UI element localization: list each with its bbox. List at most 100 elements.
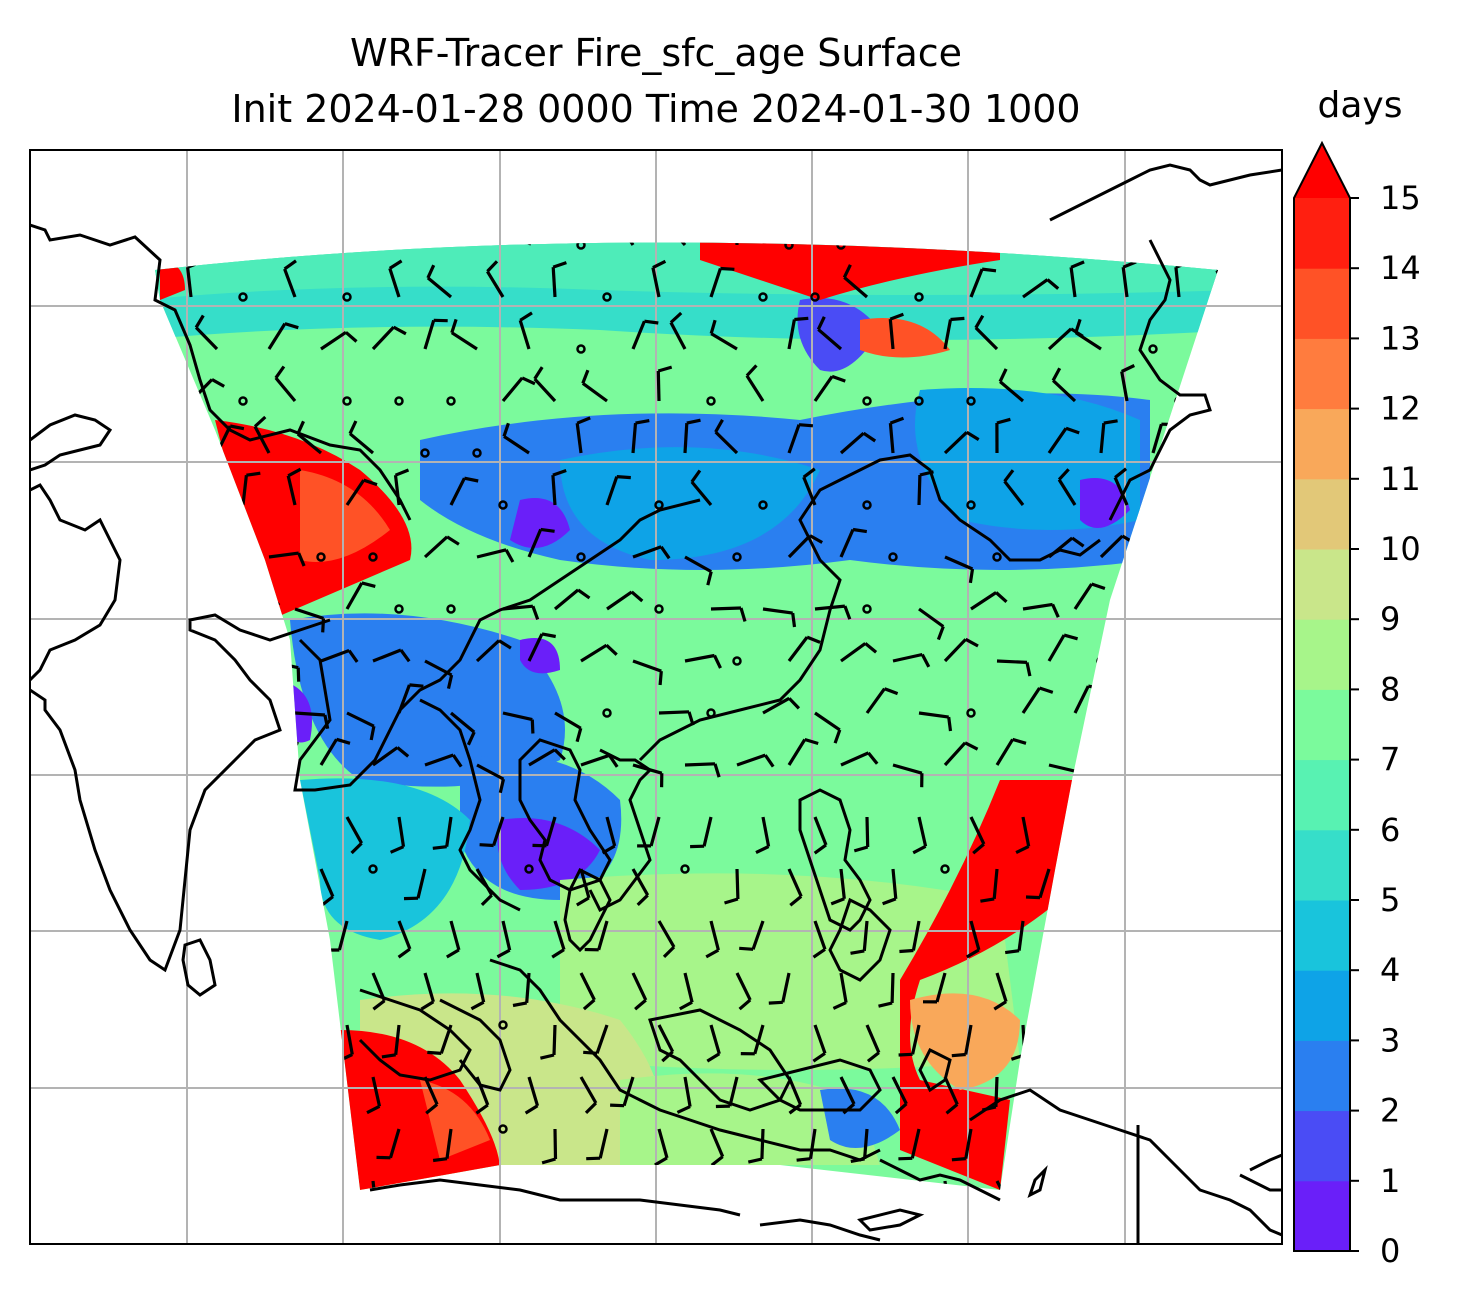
wind-barb — [393, 468, 410, 506]
wind-barb — [632, 545, 671, 560]
wind-barb — [709, 1128, 725, 1167]
colorbar-band — [1294, 829, 1350, 901]
wind-barb — [631, 868, 650, 907]
colorbar-band — [1294, 689, 1350, 761]
calm-wind-circle — [810, 292, 820, 302]
wind-barb — [371, 325, 407, 351]
wind-barb — [194, 314, 219, 351]
wind-barb — [684, 555, 713, 586]
calm-wind-circle — [446, 604, 456, 614]
wind-barb — [892, 763, 924, 788]
wind-barb — [839, 431, 877, 455]
wind-barb — [709, 319, 738, 351]
wind-barb — [802, 467, 817, 506]
wind-barb — [345, 581, 376, 610]
calm-wind-circle — [394, 604, 404, 614]
calm-wind-circle — [238, 396, 248, 406]
wind-barb — [345, 816, 363, 855]
wind-barb — [637, 816, 661, 848]
wind-barb — [631, 972, 648, 1011]
wind-barb — [403, 868, 427, 901]
wind-barb — [755, 816, 771, 855]
colorbar-label: days — [1318, 85, 1403, 126]
wind-barb — [840, 751, 879, 767]
calm-wind-circle — [888, 552, 898, 562]
colorbar-band — [1294, 900, 1350, 971]
calm-wind-circle — [966, 708, 976, 718]
colorbar-band — [1294, 549, 1350, 620]
wind-barb — [502, 604, 540, 620]
wind-barb — [1015, 816, 1031, 855]
colorbar-tick-label: 3 — [1380, 1021, 1400, 1059]
wind-barb — [1022, 602, 1060, 618]
calm-wind-circle — [602, 292, 612, 302]
calm-wind-circle — [654, 500, 664, 510]
wind-barb — [527, 527, 555, 558]
wind-barb — [423, 1076, 439, 1115]
wind-barb — [892, 652, 931, 668]
calm-wind-circle — [576, 552, 586, 562]
calm-wind-circle — [498, 1124, 508, 1134]
calm-wind-circle — [368, 864, 378, 874]
colorbar-band — [1294, 619, 1350, 690]
wind-barb — [1047, 426, 1080, 454]
calm-wind-circle — [966, 396, 976, 406]
wind-barb — [475, 639, 512, 663]
wind-barb — [998, 368, 1025, 403]
wind-barb — [865, 687, 899, 714]
wind-barb — [372, 746, 410, 767]
colorbar-band — [1294, 1110, 1350, 1182]
map-area[interactable] — [30, 150, 1282, 1244]
calm-wind-circle — [576, 344, 586, 354]
wind-barb — [943, 741, 979, 767]
wind-barb — [943, 637, 979, 663]
wind-barb — [632, 763, 664, 788]
wind-barb — [787, 316, 809, 350]
wind-barb — [768, 972, 791, 1005]
wind-barb — [676, 1076, 692, 1114]
wind-barb — [420, 972, 435, 1011]
wind-barb — [606, 590, 644, 611]
wind-barb — [850, 1128, 869, 1163]
wind-barb — [706, 1024, 721, 1063]
calm-wind-circle — [472, 448, 482, 458]
wind-barb — [813, 816, 828, 855]
calm-wind-circle — [446, 396, 456, 406]
wind-barb — [551, 261, 567, 298]
colorbar-tick-label: 2 — [1380, 1092, 1400, 1130]
calm-wind-circle — [680, 864, 690, 874]
calm-wind-circle — [498, 500, 508, 510]
wind-barb — [996, 659, 1032, 677]
colorbar-tick-label: 9 — [1380, 600, 1400, 638]
wind-barb — [476, 763, 506, 794]
wind-barb — [1069, 260, 1085, 298]
wind-barb — [724, 868, 740, 905]
wind-barb — [605, 475, 631, 506]
wind-barb — [575, 868, 591, 907]
wind-barb — [268, 551, 306, 567]
wind-barb — [527, 632, 556, 662]
wind-barb — [449, 711, 476, 746]
wind-barb — [842, 264, 869, 299]
wind-barb — [1057, 468, 1077, 506]
wind-barb — [912, 816, 928, 855]
wind-barb — [423, 318, 448, 350]
wind-barb — [918, 711, 953, 732]
colorbar-outline — [1293, 140, 1351, 1252]
wind-barb — [736, 753, 775, 768]
wind-barb — [739, 920, 765, 951]
calm-wind-circle — [316, 552, 326, 562]
wind-barb — [581, 369, 608, 403]
wind-barb — [1073, 582, 1106, 610]
colorbar-tick-label: 13 — [1380, 319, 1421, 357]
wind-barb — [740, 1024, 765, 1056]
wind-barb — [714, 419, 739, 455]
colorbar-band — [1294, 1180, 1350, 1252]
wind-barb — [432, 816, 453, 850]
calm-wind-circle — [914, 292, 924, 302]
wind-barb — [839, 527, 868, 558]
wind-barb — [917, 470, 934, 506]
wind-barb — [951, 1024, 973, 1058]
wind-barb — [888, 416, 905, 454]
